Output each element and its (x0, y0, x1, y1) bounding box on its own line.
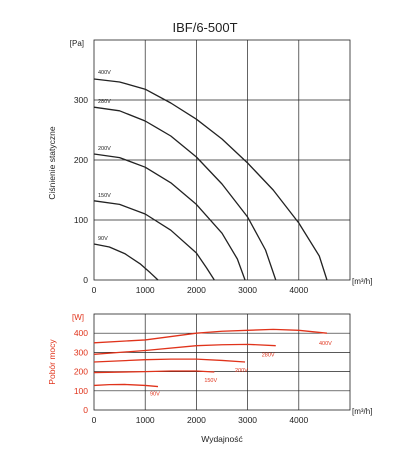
x-tick-label: 2000 (187, 285, 206, 295)
y-unit-label: [W] (72, 313, 84, 322)
series-label-280v: 280V (98, 99, 111, 105)
series-label-90v: 90V (150, 392, 160, 398)
y-tick-label: 300 (74, 347, 88, 357)
x-tick-label: 3000 (238, 285, 257, 295)
series-line-150v (93, 200, 215, 281)
x-tick-label: 2000 (187, 415, 206, 425)
x-unit-label: [m³/h] (352, 277, 372, 286)
x-tick-label: 3000 (238, 415, 257, 425)
plot-frame (93, 313, 351, 411)
series-line-400v (93, 78, 328, 281)
series-line-280v (93, 106, 277, 281)
series-line-90v (93, 383, 159, 388)
y-tick-label: 100 (74, 215, 88, 225)
x-tick-label: 1000 (136, 415, 155, 425)
x-tick-label: 0 (92, 285, 97, 295)
series-label-150v: 150V (98, 193, 111, 199)
y-tick-label: 200 (74, 367, 88, 377)
series-label-90v: 90V (98, 236, 108, 242)
x-tick-label: 4000 (289, 415, 308, 425)
series-label-200v: 200V (235, 368, 248, 374)
chart-title: IBF/6-500T (172, 20, 237, 35)
x-unit-label: [m³/h] (352, 407, 372, 416)
series-line-200v (93, 358, 246, 363)
series-label-200v: 200V (98, 146, 111, 152)
series-line-150v (93, 370, 215, 374)
x-tick-label: 0 (92, 415, 97, 425)
series-label-150v: 150V (204, 378, 217, 384)
series-line-280v (93, 343, 276, 355)
x-axis-title: Wydajność (201, 434, 243, 444)
y-tick-label: 200 (74, 155, 88, 165)
series-line-200v (93, 153, 246, 281)
x-tick-label: 1000 (136, 285, 155, 295)
series-label-280v: 280V (262, 353, 275, 359)
y-unit-label: [Pa] (70, 39, 84, 48)
y-tick-label: 300 (74, 95, 88, 105)
series-line-400v (93, 328, 328, 344)
y-axis-title: Ciśnienie statyczne (47, 126, 57, 200)
y-tick-label: 0 (83, 275, 88, 285)
y-tick-label: 400 (74, 328, 88, 338)
series-line-90v (93, 243, 159, 281)
y-axis-title: Pobór mocy (47, 339, 57, 385)
y-tick-label: 0 (83, 405, 88, 415)
series-label-400v: 400V (319, 341, 332, 347)
series-label-400v: 400V (98, 70, 111, 76)
y-tick-label: 100 (74, 386, 88, 396)
x-tick-label: 4000 (289, 285, 308, 295)
